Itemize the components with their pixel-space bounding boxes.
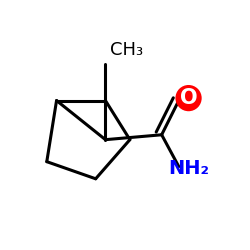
Text: NH₂: NH₂ — [168, 160, 209, 178]
Text: CH₃: CH₃ — [110, 41, 144, 59]
Text: O: O — [180, 88, 197, 108]
Text: O: O — [180, 88, 197, 108]
